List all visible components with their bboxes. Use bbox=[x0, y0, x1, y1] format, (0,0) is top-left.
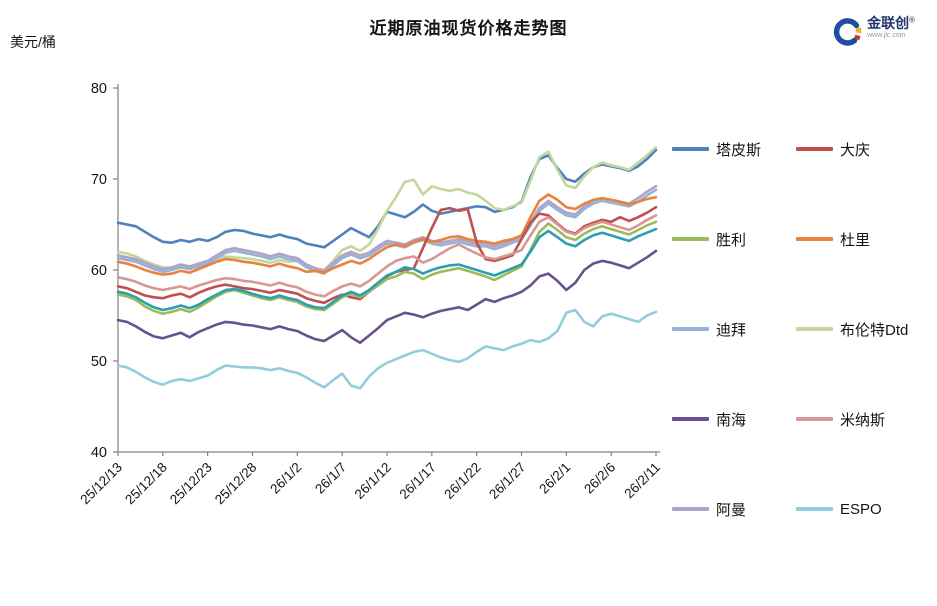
series-line-shengli bbox=[116, 220, 658, 316]
legend-swatch-nanhai bbox=[672, 417, 709, 421]
y-tick-label: 70 bbox=[91, 172, 107, 188]
x-tick-label: 25/12/23 bbox=[167, 460, 215, 508]
series-line-oman bbox=[116, 185, 658, 273]
legend-label-oman: 阿曼 bbox=[716, 501, 747, 519]
legend-item-espo: ESPO bbox=[796, 501, 932, 518]
x-tick-label: 26/2/6 bbox=[581, 460, 618, 497]
y-tick-label: 40 bbox=[91, 445, 107, 461]
legend-label-duri: 杜里 bbox=[840, 231, 871, 249]
legend-label-nanhai: 南海 bbox=[716, 411, 747, 429]
legend-item-shengli: 胜利 bbox=[672, 229, 796, 250]
legend-item-daqing: 大庆 bbox=[796, 139, 932, 160]
chart-legend: 塔皮斯 大庆胜利 杜里迪拜 布伦特Dtd 南海 米纳斯阿曼 ESPO bbox=[672, 104, 932, 554]
y-tick-label: 50 bbox=[91, 354, 107, 370]
x-tick-label: 26/1/17 bbox=[396, 460, 438, 502]
x-tick-label: 26/1/2 bbox=[267, 460, 304, 497]
legend-label-daqing: 大庆 bbox=[840, 141, 871, 159]
x-tick-label: 25/12/18 bbox=[122, 460, 170, 508]
series-line-daqing bbox=[116, 205, 658, 305]
x-tick-label: 26/1/22 bbox=[441, 460, 483, 502]
legend-swatch-minas bbox=[796, 417, 833, 421]
legend-label-dubai: 迪拜 bbox=[716, 321, 747, 339]
legend-item-dubai: 迪拜 bbox=[672, 319, 796, 340]
series-line-unlabeled-teal bbox=[116, 227, 658, 312]
legend-swatch-brent-dtd bbox=[796, 327, 833, 331]
series-line-minas bbox=[116, 214, 658, 298]
series-line-nanhai bbox=[116, 249, 658, 345]
legend-label-shengli: 胜利 bbox=[716, 231, 747, 249]
chart-title: 近期原油现货价格走势图 bbox=[369, 19, 568, 38]
y-axis-unit-label: 美元/桶 bbox=[10, 34, 56, 50]
y-tick-label: 60 bbox=[91, 263, 107, 279]
legend-item-nanhai: 南海 bbox=[672, 409, 796, 430]
x-tick-label: 25/12/28 bbox=[212, 460, 260, 508]
logo-brand-text: 金联创® bbox=[867, 15, 915, 31]
jlc-logo-icon bbox=[833, 18, 862, 46]
legend-swatch-shengli bbox=[672, 237, 709, 241]
legend-swatch-espo bbox=[796, 507, 833, 511]
x-tick-label: 25/12/13 bbox=[77, 460, 125, 508]
registered-mark: ® bbox=[909, 15, 915, 25]
series-line-dubai bbox=[116, 188, 658, 275]
logo-url-text: www.jlc.com bbox=[867, 32, 906, 40]
legend-swatch-daqing bbox=[796, 147, 833, 151]
legend-item-brent-dtd: 布伦特Dtd bbox=[796, 319, 932, 340]
legend-label-minas: 米纳斯 bbox=[840, 411, 886, 429]
legend-label-espo: ESPO bbox=[840, 500, 882, 518]
legend-item-tapis: 塔皮斯 bbox=[672, 139, 796, 160]
legend-label-tapis: 塔皮斯 bbox=[716, 141, 762, 159]
legend-item-oman: 阿曼 bbox=[672, 499, 796, 520]
legend-swatch-duri bbox=[796, 237, 833, 241]
legend-item-minas: 米纳斯 bbox=[796, 409, 932, 430]
x-tick-label: 26/1/27 bbox=[486, 460, 528, 502]
x-tick-label: 26/2/1 bbox=[536, 460, 573, 497]
series-line-duri bbox=[116, 193, 658, 276]
legend-swatch-dubai bbox=[672, 327, 709, 331]
legend-swatch-oman bbox=[672, 507, 709, 511]
legend-label-brent-dtd: 布伦特Dtd bbox=[840, 321, 909, 339]
y-tick-label: 80 bbox=[91, 81, 107, 97]
legend-swatch-tapis bbox=[672, 147, 709, 151]
x-tick-label: 26/2/11 bbox=[621, 460, 663, 502]
x-tick-label: 26/1/12 bbox=[352, 460, 394, 502]
logo: 金联创® www.jlc.com bbox=[832, 15, 915, 48]
legend-item-duri: 杜里 bbox=[796, 229, 932, 250]
series-line-espo bbox=[116, 308, 658, 390]
x-tick-label: 26/1/7 bbox=[312, 460, 349, 497]
